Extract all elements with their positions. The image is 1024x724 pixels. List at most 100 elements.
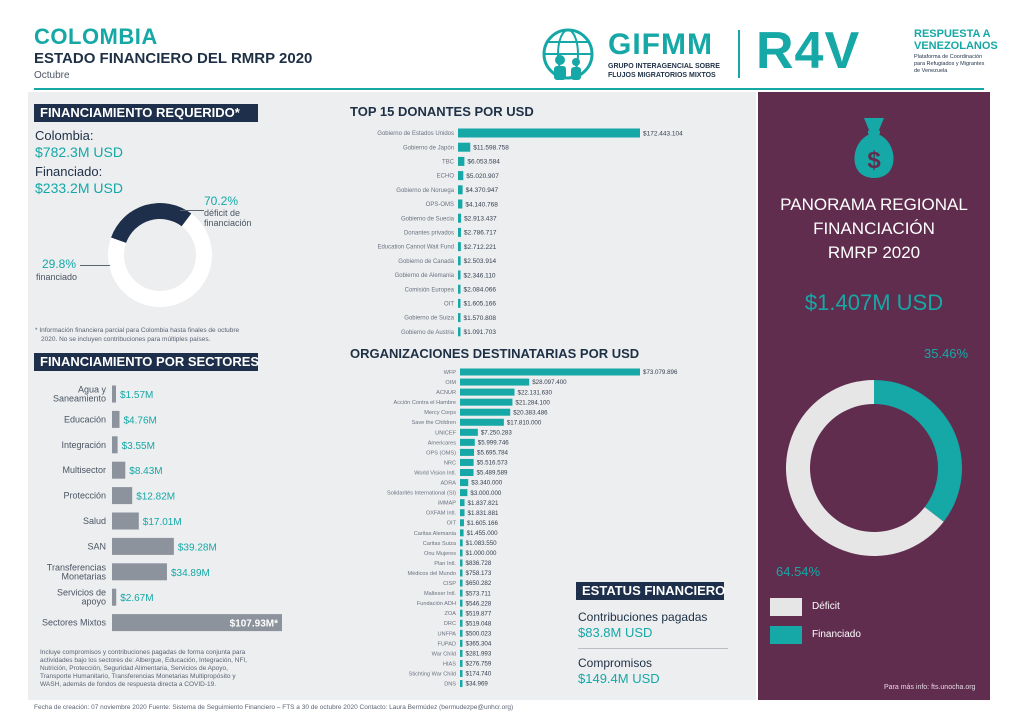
org-bar bbox=[460, 438, 475, 446]
org-category-label: Plan Intl. bbox=[434, 561, 456, 567]
sector-bar bbox=[112, 512, 139, 530]
sector-category-label: Integración bbox=[61, 440, 106, 450]
sector-category-label: Protección bbox=[63, 491, 106, 501]
panorama-donut-chart bbox=[786, 380, 962, 556]
org-category-label: HIAS bbox=[443, 661, 456, 667]
panorama-pct-deficit: 64.54% bbox=[776, 564, 821, 579]
org-bar bbox=[460, 398, 513, 406]
donor-bar bbox=[458, 284, 461, 294]
org-bar bbox=[460, 428, 478, 436]
org-category-label: Onu Mujeres bbox=[424, 551, 456, 557]
org-value-label: $17.810.000 bbox=[507, 419, 542, 426]
donantes-bar-chart: Gobierno de Estados Unidos $172.443.104 Go… bbox=[377, 128, 683, 337]
org-category-label: UNICEF bbox=[435, 430, 456, 436]
contribuciones-value: $83.8M USD bbox=[578, 625, 653, 640]
org-category-label: Médicos del Mundo bbox=[407, 571, 456, 577]
donor-bar bbox=[458, 298, 461, 308]
org-category-label: DRC bbox=[444, 621, 456, 627]
org-category-label: WFP bbox=[444, 370, 457, 376]
sector-category-label: Transferencias bbox=[47, 562, 107, 572]
sector-category-label: apoyo bbox=[81, 597, 106, 607]
donor-category-label: OPS-OMS bbox=[426, 202, 454, 208]
org-bar bbox=[460, 499, 465, 507]
org-bar bbox=[460, 649, 463, 657]
org-bar bbox=[460, 368, 640, 376]
svg-text:$: $ bbox=[867, 147, 881, 174]
logo-divider bbox=[738, 30, 740, 78]
r4v-line1: RESPUESTA A bbox=[914, 28, 991, 40]
deficit-label-1: déficit de bbox=[204, 208, 241, 218]
sector-value-label: $8.43M bbox=[129, 466, 162, 477]
donor-category-label: Gobierno de Noruega bbox=[396, 188, 454, 194]
org-bar bbox=[460, 408, 511, 416]
org-value-label: $276.759 bbox=[466, 661, 492, 668]
sector-bar bbox=[112, 537, 174, 555]
sector-category-label: Multisector bbox=[62, 465, 106, 475]
colombia-donut-chart bbox=[108, 203, 212, 307]
deficit-label-2: financiación bbox=[204, 218, 252, 228]
org-value-label: $519.877 bbox=[466, 610, 492, 617]
funded-pct-label: financiado bbox=[36, 272, 78, 282]
org-value-label: $836.728 bbox=[466, 560, 492, 567]
org-value-label: $21.284.100 bbox=[515, 399, 550, 406]
org-category-label: Acción Contra el Hambre bbox=[394, 400, 457, 406]
more-info-link[interactable]: Para más info: fts.unocha.org bbox=[884, 684, 976, 691]
org-bar bbox=[460, 629, 463, 637]
sector-value-label: $34.89M bbox=[171, 568, 210, 579]
colombia-value: $782.3M USD bbox=[35, 144, 123, 160]
sectores-note-1: Incluye compromisos y contribuciones pag… bbox=[40, 649, 246, 656]
gifmm-line1: GRUPO INTERAGENCIAL SOBRE bbox=[608, 63, 720, 70]
org-category-label: ACNUR bbox=[436, 390, 456, 396]
org-category-label: Solidarités International (SI) bbox=[387, 491, 456, 497]
requerido-note-2: 2020. No se incluyen contribuciones para… bbox=[41, 336, 211, 343]
r4v-line4: para Refugiados y Migrantes bbox=[914, 61, 985, 67]
donantes-heading: TOP 15 DONANTES POR USD bbox=[350, 104, 534, 119]
donor-category-label: ECHO bbox=[437, 174, 455, 180]
compromisos-label: Compromisos bbox=[578, 656, 653, 670]
org-value-label: $1.000.000 bbox=[466, 550, 498, 557]
org-bar bbox=[460, 549, 463, 557]
sector-value-label: $4.76M bbox=[123, 415, 156, 426]
org-bar bbox=[460, 539, 463, 547]
donor-category-label: Gobierno de Japón bbox=[403, 145, 454, 151]
r4v-logo: R4V RESPUESTA A VENEZOLANOS Plataforma d… bbox=[756, 22, 998, 84]
org-bar bbox=[460, 529, 464, 537]
org-bar bbox=[460, 388, 515, 396]
org-bar bbox=[460, 378, 530, 386]
org-category-label: OIM bbox=[445, 380, 456, 386]
donor-bar bbox=[458, 199, 463, 209]
donor-category-label: Gobierno de Suecia bbox=[401, 216, 455, 222]
org-category-label: ADRA bbox=[440, 481, 456, 487]
org-value-label: $34.969 bbox=[466, 681, 489, 688]
funded-pct: 29.8% bbox=[42, 257, 77, 271]
panorama-title-3: RMRP 2020 bbox=[827, 243, 921, 262]
r4v-line2: VENEZOLANOS bbox=[914, 40, 998, 52]
donor-category-label: OIT bbox=[444, 302, 454, 308]
org-category-label: Fundación ADH bbox=[417, 601, 456, 607]
sector-bar bbox=[112, 461, 126, 479]
donor-bar bbox=[458, 327, 461, 337]
sector-value-label: $107.93M* bbox=[230, 619, 278, 630]
org-bar bbox=[460, 509, 465, 517]
panorama-pct-funded: 35.46% bbox=[924, 346, 969, 361]
sector-value-label: $2.67M bbox=[120, 593, 153, 604]
org-bar bbox=[460, 489, 468, 497]
org-category-label: Caritas Suiza bbox=[423, 541, 457, 547]
org-bar bbox=[460, 639, 463, 647]
compromisos-value: $149.4M USD bbox=[578, 671, 660, 686]
donor-category-label: Gobierno de Alemania bbox=[395, 273, 455, 279]
estatus-heading: ESTATUS FINANCIERO bbox=[576, 582, 725, 600]
estatus-divider bbox=[578, 648, 728, 649]
org-category-label: War Child bbox=[432, 651, 456, 657]
org-category-label: ZOA bbox=[445, 611, 457, 617]
org-bar bbox=[460, 418, 504, 426]
org-bar bbox=[460, 569, 463, 577]
legend-deficit-label: Déficit bbox=[812, 601, 840, 612]
r4v-name: R4V bbox=[756, 22, 861, 80]
colombia-donut-slice-0 bbox=[108, 213, 212, 307]
panorama-donut-slice-0 bbox=[874, 380, 962, 522]
org-value-label: $519.048 bbox=[466, 620, 492, 627]
donor-bar bbox=[458, 227, 461, 237]
org-bar bbox=[460, 619, 463, 627]
